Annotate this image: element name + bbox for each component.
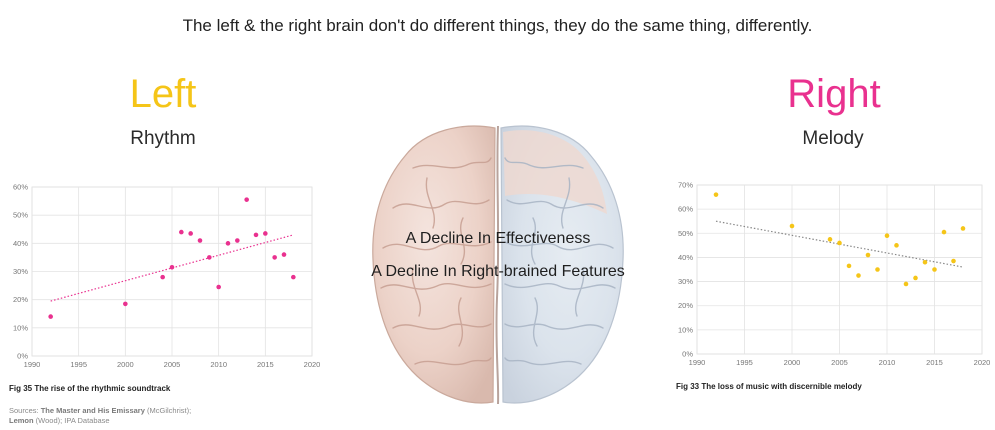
data-point [865,252,871,258]
right-title: Right [787,72,881,116]
rhythm-scatter-chart: 0% 10% 20% 30% 40% 50% 60% 1990 1995 2000 2005 201… [13,183,321,370]
x-tick-label: 2000 [784,358,801,367]
data-point [197,238,203,243]
source-lemon-rest: (Wood); IPA Database [33,416,110,425]
headline: The left & the right brain don't do diff… [182,16,813,35]
y-tick-label: 20% [13,295,28,304]
x-tick-label: 2010 [879,358,896,367]
data-point [263,231,268,236]
data-point [179,229,184,235]
data-point [291,274,296,280]
data-point [216,284,221,290]
data-point [856,273,861,278]
data-point [272,255,277,260]
data-point [281,252,287,257]
data-point [894,243,899,248]
sources-prefix: Sources: [9,406,41,415]
data-point [207,255,212,260]
x-tick-label: 2005 [831,358,848,367]
left-subtitle: Rhythm [130,128,196,149]
y-tick-label: 0% [682,350,693,359]
y-tick-label: 60% [13,183,28,192]
data-point [913,275,918,281]
center-line-effectiveness: A Decline In Effectiveness [405,230,591,247]
data-point [713,192,719,197]
x-tick-label: 2010 [210,360,227,369]
y-tick-label: 30% [13,267,28,276]
y-tick-label: 50% [13,211,28,220]
y-tick-label: 20% [678,301,693,310]
y-tick-label: 30% [678,277,693,286]
data-point [225,241,231,246]
rhythm-chart-caption: Fig 35 The rise of the rhythmic soundtra… [9,384,171,393]
data-point [951,258,956,264]
data-point [123,301,128,307]
data-point [837,240,842,246]
melody-scatter-chart: 0% 10% 20% 30% 40% 50% 60% 70% 1990 1995 2000 2005… [678,181,991,368]
y-tick-label: 50% [678,229,693,238]
x-tick-label: 2020 [304,360,321,369]
left-hemisphere [372,125,496,404]
data-point [789,223,795,229]
y-tick-label: 60% [678,205,693,214]
x-tick-label: 2005 [164,360,181,369]
x-tick-label: 1990 [689,358,706,367]
data-point [875,267,880,272]
melody-chart-caption: Fig 33 The loss of music with discernibl… [676,382,862,391]
x-tick-label: 2000 [117,360,134,369]
data-point [235,238,240,243]
source-book-title: The Master and His Emissary [40,406,145,415]
y-tick-label: 0% [17,352,28,361]
data-point [188,231,193,236]
data-point [169,264,175,270]
source-lemon-title: Lemon [9,416,34,425]
data-point [244,197,249,202]
data-point [846,263,852,269]
y-tick-label: 10% [678,325,693,334]
x-tick-label: 1995 [736,358,753,367]
center-line-right-brained: A Decline In Right-brained Features [371,263,625,280]
right-subtitle: Melody [802,128,864,149]
data-point [160,274,165,280]
data-point [941,229,947,235]
data-point [884,233,890,238]
brain-illustration [372,125,624,405]
data-point [827,237,833,242]
data-point [960,226,966,231]
y-tick-label: 40% [13,239,28,248]
data-point [253,232,259,238]
x-tick-label: 1995 [70,360,87,369]
x-tick-label: 1990 [24,360,41,369]
left-title: Left [129,72,197,116]
y-tick-label: 40% [678,253,693,262]
x-tick-label: 2015 [257,360,274,369]
y-tick-label: 10% [13,323,28,332]
data-point [903,281,909,287]
data-point [922,259,928,265]
sources-note: Sources: The Master and His Emissary (Mc… [9,406,191,426]
data-point [932,267,937,272]
x-tick-label: 2020 [974,358,991,367]
x-tick-label: 2015 [926,358,943,367]
y-tick-label: 70% [678,181,693,190]
source-book-author: (McGilchrist); [144,406,192,415]
data-point [48,314,53,319]
